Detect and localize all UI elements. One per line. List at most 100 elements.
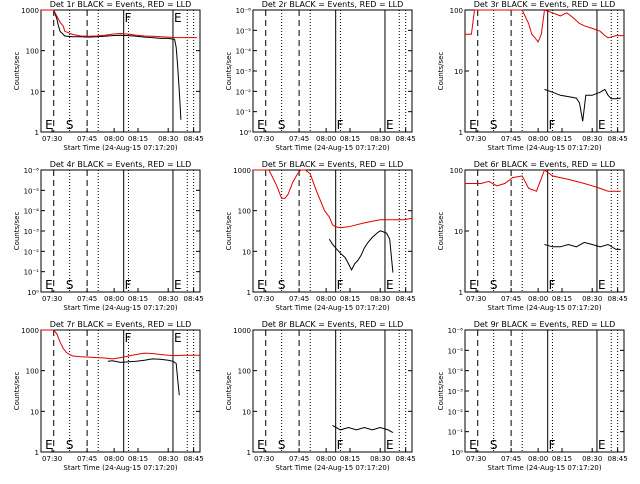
y-tick-label: 1000 [21, 327, 39, 335]
x-tick-label: 08:45 [608, 295, 628, 303]
panel-det-6: Det 6r BLACK = Events, RED = LLD 1 10 100 Co… [437, 160, 628, 312]
marker-label: S [278, 278, 286, 292]
series-line-events [41, 9, 182, 120]
y-axis-label: Counts/sec [13, 372, 21, 411]
x-tick-label: 08:00 [528, 135, 548, 143]
marker-label: E [257, 118, 265, 132]
x-tick-label: 08:30 [158, 295, 178, 303]
marker-label: E [257, 438, 265, 452]
panel-det-7: Det 7r BLACK = Events, RED = LLD 1 10 100 10… [13, 320, 204, 472]
panel-title: Det 7r BLACK = Events, RED = LLD [50, 320, 192, 329]
y-tick-label: 10⁻² [24, 248, 40, 256]
x-tick-label: 07:45 [77, 295, 97, 303]
x-axis-label: Start Time (24-Aug-15 07:17:20) [487, 464, 601, 472]
x-tick-label: 07:30 [42, 455, 62, 463]
series-line-lld [41, 329, 200, 360]
marker-label: F [337, 278, 344, 292]
marker-label: E [45, 118, 53, 132]
marker-label: F [549, 278, 556, 292]
x-tick-label: 08:30 [370, 455, 390, 463]
x-tick-label: 08:30 [158, 455, 178, 463]
marker-label: E [45, 278, 53, 292]
x-axis-label: Start Time (24-Aug-15 07:17:20) [487, 304, 601, 312]
y-tick-label: 10⁰ [27, 289, 39, 297]
plot-frame [40, 329, 201, 453]
y-tick-label: 1 [459, 129, 463, 137]
x-tick-label: 07:30 [42, 295, 62, 303]
y-tick-label: 10⁰ [451, 449, 463, 457]
plot-frame [252, 169, 413, 293]
x-axis-label: Start Time (24-Aug-15 07:17:20) [63, 464, 177, 472]
marker-label: E [469, 438, 477, 452]
x-tick-label: 07:45 [501, 135, 521, 143]
x-tick-label: 08:00 [528, 295, 548, 303]
x-axis-label: Start Time (24-Aug-15 07:17:20) [63, 144, 177, 152]
x-tick-label: 08:45 [396, 135, 416, 143]
y-tick-label: 100 [450, 7, 463, 15]
y-tick-label: 1 [35, 129, 39, 137]
panel-det-8: Det 8r BLACK = Events, RED = LLD 1 10 100 10… [225, 320, 416, 472]
x-tick-label: 08:45 [608, 455, 628, 463]
y-tick-label: 100 [26, 368, 39, 376]
marker-label: S [490, 278, 498, 292]
y-tick-label: 10⁻² [448, 408, 464, 416]
y-tick-label: 10 [454, 68, 463, 76]
y-tick-label: 1 [459, 289, 463, 297]
y-tick-label: 1000 [21, 7, 39, 15]
y-tick-label: 10 [454, 228, 463, 236]
panel-det-3: Det 3r BLACK = Events, RED = LLD 1 10 100 Co… [437, 0, 628, 152]
y-tick-label: 10 [242, 248, 251, 256]
x-tick-label: 07:30 [254, 135, 274, 143]
x-tick-label: 08:00 [104, 135, 124, 143]
y-axis-label: Counts/sec [13, 52, 21, 91]
marker-label: E [469, 118, 477, 132]
y-tick-label: 100 [238, 368, 251, 376]
panel-det-2: Det 2r BLACK = Events, RED = LLD 10⁰ 10⁻¹ 1… [225, 0, 416, 152]
marker-label: E [386, 438, 394, 452]
x-axis-label: Start Time (24-Aug-15 07:17:20) [275, 304, 389, 312]
marker-label: E [174, 278, 182, 292]
marker-label: E [469, 278, 477, 292]
y-tick-label: 10⁻⁵ [24, 187, 40, 195]
series-line-events [332, 424, 394, 434]
x-tick-label: 08:45 [396, 455, 416, 463]
y-tick-label: 10⁻⁴ [236, 48, 252, 56]
y-axis-label: Counts/sec [437, 372, 445, 411]
y-axis-label: Counts/sec [437, 52, 445, 91]
x-axis-label: Start Time (24-Aug-15 07:17:20) [275, 464, 389, 472]
x-tick-label: 08:00 [316, 135, 336, 143]
panel-title: Det 6r BLACK = Events, RED = LLD [474, 160, 616, 169]
y-tick-label: 10⁻³ [448, 388, 464, 396]
marker-label: E [174, 331, 182, 345]
y-tick-label: 10 [30, 408, 39, 416]
x-tick-label: 08:15 [340, 135, 360, 143]
marker-label: E [45, 438, 53, 452]
y-tick-label: 10⁻² [236, 88, 252, 96]
x-tick-label: 08:00 [316, 455, 336, 463]
panel-det-1: Det 1r BLACK = Events, RED = LLD 1 10 100 10… [13, 0, 204, 152]
series-line-events [544, 241, 621, 250]
y-tick-label: 10⁻⁴ [448, 368, 464, 376]
y-tick-label: 1000 [233, 167, 251, 175]
x-tick-label: 08:00 [104, 295, 124, 303]
x-tick-label: 08:30 [370, 295, 390, 303]
y-tick-label: 10⁻¹ [236, 109, 252, 117]
marker-label: E [598, 438, 606, 452]
x-tick-label: 08:30 [158, 135, 178, 143]
marker-label: E [598, 278, 606, 292]
y-tick-label: 1 [247, 289, 251, 297]
panel-det-5: Det 5r BLACK = Events, RED = LLD 1 10 100 10… [225, 160, 416, 312]
y-tick-label: 10⁻¹ [448, 429, 464, 437]
y-axis-label: Counts/sec [225, 212, 233, 251]
series-line-lld [41, 9, 197, 39]
series-line-events [107, 358, 180, 396]
series-line-lld [465, 9, 624, 43]
y-tick-label: 10⁻⁴ [24, 208, 40, 216]
marker-label: F [125, 278, 132, 292]
plot-frame [464, 329, 625, 453]
x-axis-label: Start Time (24-Aug-15 07:17:20) [63, 304, 177, 312]
y-axis-label: Counts/sec [437, 212, 445, 251]
x-tick-label: 08:15 [128, 455, 148, 463]
plot-frame [252, 329, 413, 453]
